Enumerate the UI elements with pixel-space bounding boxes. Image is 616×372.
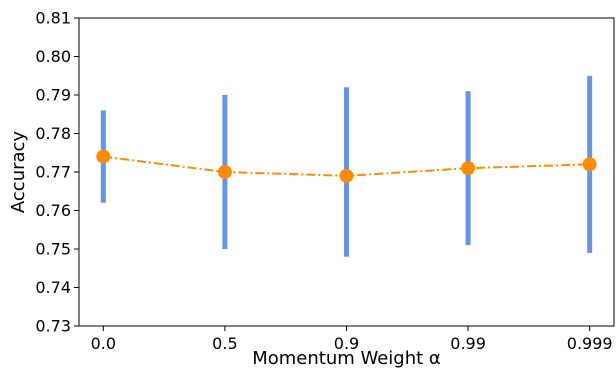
- x-axis-title: Momentum Weight α: [252, 348, 441, 369]
- y-tick-label: 0.76: [35, 201, 71, 220]
- data-points: [96, 149, 597, 183]
- y-tick-label: 0.74: [35, 278, 71, 297]
- y-axis: 0.73 0.74 0.75 0.76 0.77 0.78 0.79 0.80 0.81: [35, 9, 79, 336]
- x-axis: 0.0 0.5 0.9 0.99 0.999: [91, 326, 613, 353]
- data-point: [96, 149, 111, 164]
- y-tick-label: 0.79: [35, 86, 71, 105]
- y-tick-label: 0.77: [35, 163, 71, 182]
- y-tick-label: 0.80: [35, 47, 71, 66]
- y-tick-label: 0.75: [35, 240, 71, 259]
- y-axis-title: Accuracy: [8, 131, 29, 214]
- y-tick-label: 0.81: [35, 9, 71, 28]
- x-tick-label: 0.9: [334, 334, 359, 353]
- data-point: [461, 161, 476, 176]
- x-tick-label: 0.99: [450, 334, 486, 353]
- x-tick-label: 0.5: [212, 334, 237, 353]
- data-point: [339, 168, 354, 183]
- y-tick-label: 0.78: [35, 124, 71, 143]
- x-tick-label: 0.0: [91, 334, 116, 353]
- y-tick-label: 0.73: [35, 317, 71, 336]
- data-point: [217, 165, 232, 179]
- x-tick-label: 0.999: [567, 334, 613, 353]
- data-point: [582, 157, 597, 172]
